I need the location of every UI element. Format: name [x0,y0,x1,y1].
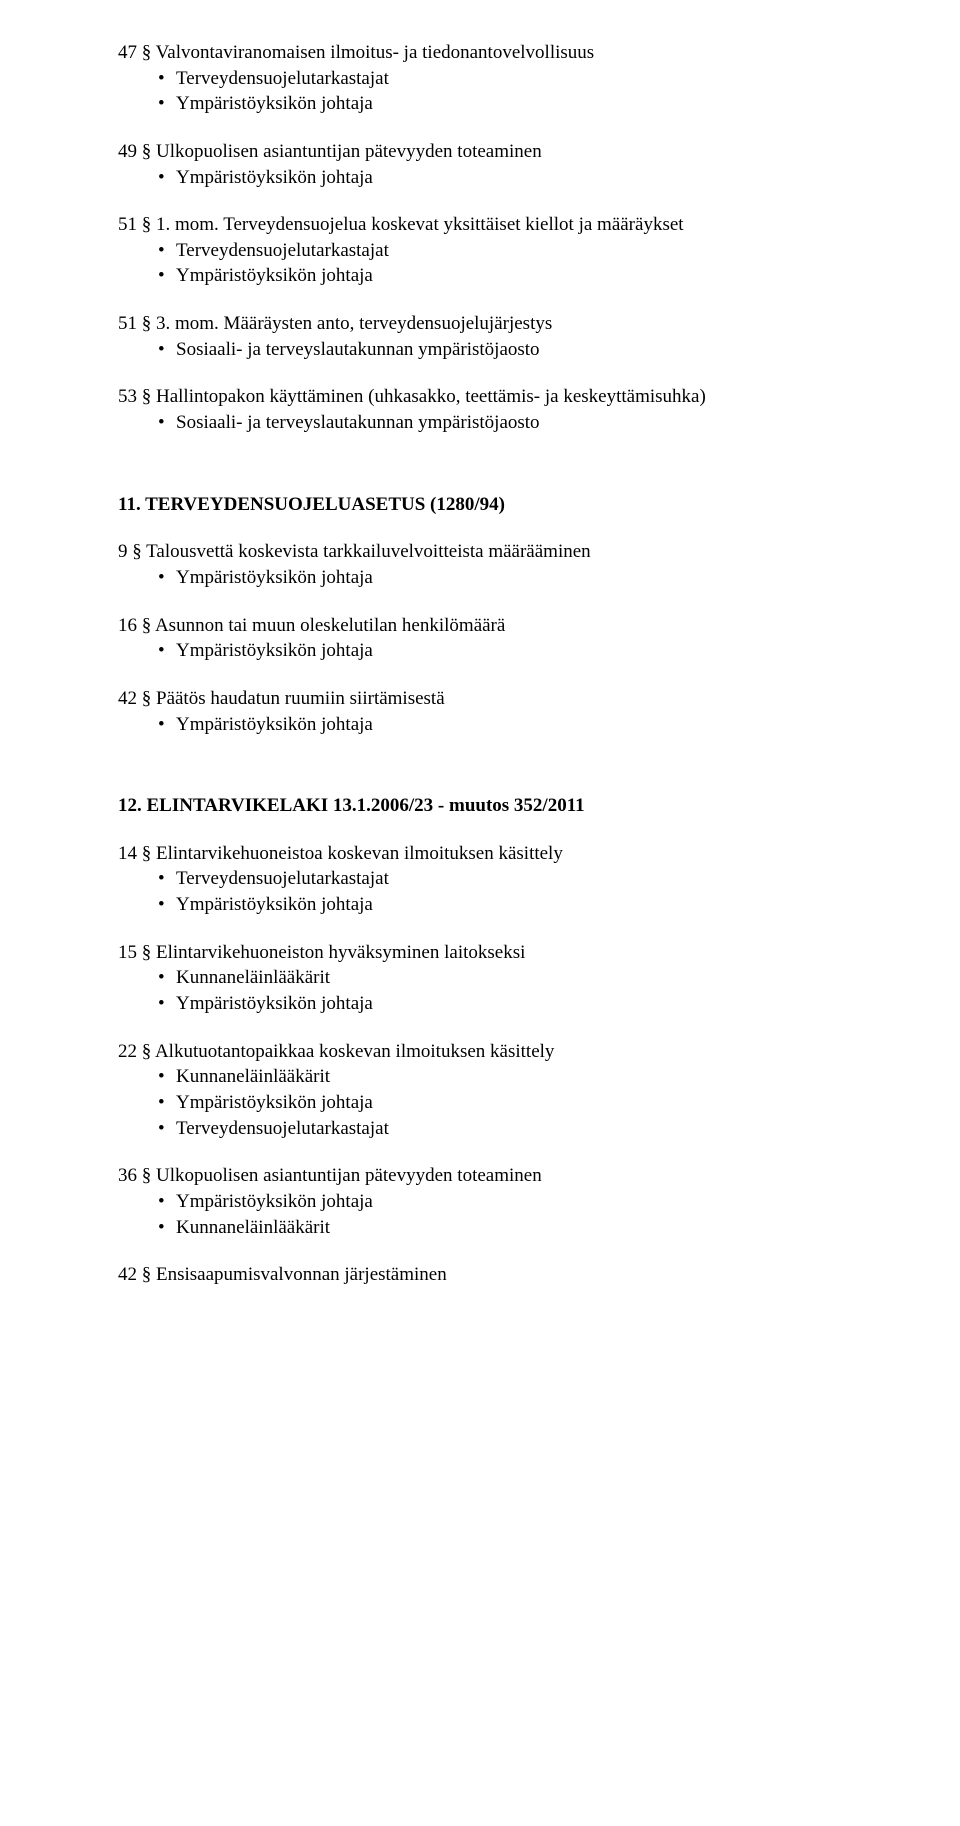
bullet-item: Terveydensuojelutarkastajat [118,238,870,264]
bullet-item: Ympäristöyksikön johtaja [118,91,870,117]
section-line: 36 § Ulkopuolisen asiantuntijan pätevyyd… [118,1163,870,1189]
bullet-list: Kunnaneläinlääkärit Ympäristöyksikön joh… [118,965,870,1016]
bullet-item: Sosiaali- ja terveyslautakunnan ympärist… [118,337,870,363]
bullet-item: Ympäristöyksikön johtaja [118,991,870,1017]
bullet-item: Kunnaneläinlääkärit [118,1064,870,1090]
bullet-list: Sosiaali- ja terveyslautakunnan ympärist… [118,337,870,363]
section-block: 51 § 3. mom. Määräysten anto, terveydens… [118,311,870,362]
section-block: 51 § 1. mom. Terveydensuojelua koskevat … [118,212,870,289]
section-block: 42 § Ensisaapumisvalvonnan järjestäminen [118,1262,870,1288]
bullet-item: Sosiaali- ja terveyslautakunnan ympärist… [118,410,870,436]
bullet-list: Terveydensuojelutarkastajat Ympäristöyks… [118,238,870,289]
section-line: 53 § Hallintopakon käyttäminen (uhkasakk… [118,384,870,410]
section-block: 15 § Elintarvikehuoneiston hyväksyminen … [118,940,870,1017]
heading-12: 12. ELINTARVIKELAKI 13.1.2006/23 - muuto… [118,793,870,819]
bullet-list: Kunnaneläinlääkärit Ympäristöyksikön joh… [118,1064,870,1141]
bullet-item: Ympäristöyksikön johtaja [118,1090,870,1116]
section-line: 14 § Elintarvikehuoneistoa koskevan ilmo… [118,841,870,867]
section-block: 22 § Alkutuotantopaikkaa koskevan ilmoit… [118,1039,870,1142]
section-block: 42 § Päätös haudatun ruumiin siirtämises… [118,686,870,737]
bullet-list: Ympäristöyksikön johtaja [118,565,870,591]
bullet-item: Ympäristöyksikön johtaja [118,165,870,191]
section-block: 16 § Asunnon tai muun oleskelutilan henk… [118,613,870,664]
section-block: 14 § Elintarvikehuoneistoa koskevan ilmo… [118,841,870,918]
bullet-list: Ympäristöyksikön johtaja [118,712,870,738]
bullet-item: Terveydensuojelutarkastajat [118,66,870,92]
bullet-item: Terveydensuojelutarkastajat [118,1116,870,1142]
section-line: 49 § Ulkopuolisen asiantuntijan pätevyyd… [118,139,870,165]
bullet-item: Terveydensuojelutarkastajat [118,866,870,892]
bullet-item: Kunnaneläinlääkärit [118,1215,870,1241]
bullet-item: Ympäristöyksikön johtaja [118,892,870,918]
bullet-list: Ympäristöyksikön johtaja [118,165,870,191]
section-line: 9 § Talousvettä koskevista tarkkailuvelv… [118,539,870,565]
section-line: 22 § Alkutuotantopaikkaa koskevan ilmoit… [118,1039,870,1065]
section-block: 36 § Ulkopuolisen asiantuntijan pätevyyd… [118,1163,870,1240]
section-block: 47 § Valvontaviranomaisen ilmoitus- ja t… [118,40,870,117]
bullet-list: Ympäristöyksikön johtaja Kunnaneläinlääk… [118,1189,870,1240]
section-line: 51 § 1. mom. Terveydensuojelua koskevat … [118,212,870,238]
bullet-item: Ympäristöyksikön johtaja [118,263,870,289]
section-line: 42 § Ensisaapumisvalvonnan järjestäminen [118,1262,870,1288]
section-line: 47 § Valvontaviranomaisen ilmoitus- ja t… [118,40,870,66]
bullet-list: Sosiaali- ja terveyslautakunnan ympärist… [118,410,870,436]
section-line: 15 § Elintarvikehuoneiston hyväksyminen … [118,940,870,966]
bullet-list: Terveydensuojelutarkastajat Ympäristöyks… [118,866,870,917]
heading-11: 11. TERVEYDENSUOJELUASETUS (1280/94) [118,492,870,518]
section-block: 53 § Hallintopakon käyttäminen (uhkasakk… [118,384,870,435]
bullet-item: Ympäristöyksikön johtaja [118,712,870,738]
bullet-list: Ympäristöyksikön johtaja [118,638,870,664]
section-block: 49 § Ulkopuolisen asiantuntijan pätevyyd… [118,139,870,190]
section-line: 16 § Asunnon tai muun oleskelutilan henk… [118,613,870,639]
bullet-list: Terveydensuojelutarkastajat Ympäristöyks… [118,66,870,117]
section-line: 42 § Päätös haudatun ruumiin siirtämises… [118,686,870,712]
bullet-item: Ympäristöyksikön johtaja [118,1189,870,1215]
bullet-item: Kunnaneläinlääkärit [118,965,870,991]
bullet-item: Ympäristöyksikön johtaja [118,565,870,591]
bullet-item: Ympäristöyksikön johtaja [118,638,870,664]
section-block: 9 § Talousvettä koskevista tarkkailuvelv… [118,539,870,590]
section-line: 51 § 3. mom. Määräysten anto, terveydens… [118,311,870,337]
